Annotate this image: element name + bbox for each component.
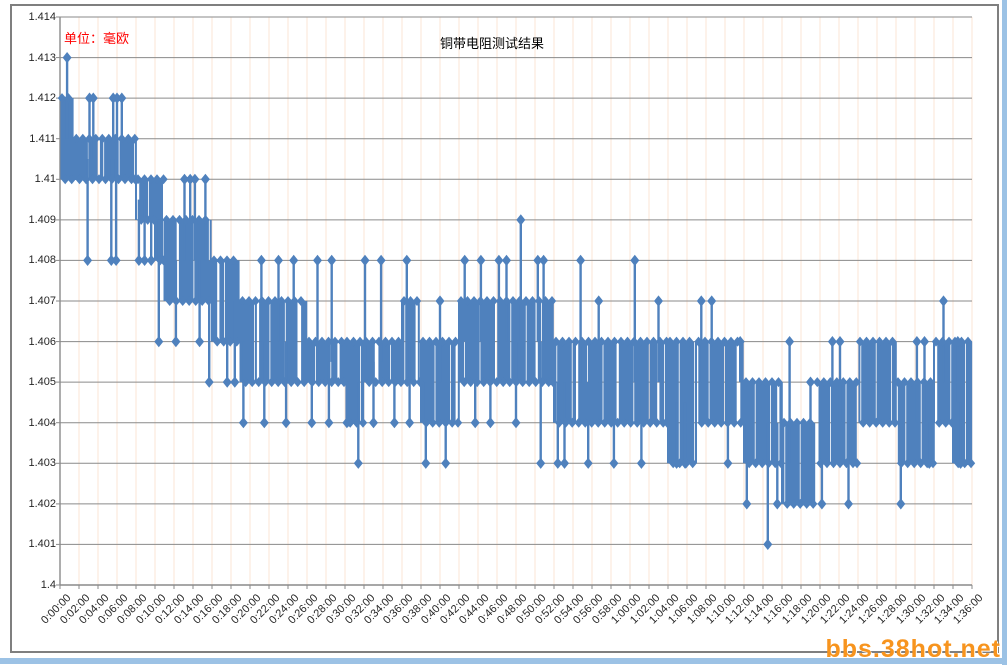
y-axis-tick-label: 1.4 <box>40 579 56 591</box>
y-axis-tick-label: 1.405 <box>28 376 56 389</box>
y-axis-tick-label: 1.402 <box>28 497 56 510</box>
y-axis-tick-label: 1.41 <box>34 173 56 186</box>
y-axis-tick-label: 1.408 <box>28 254 56 267</box>
y-axis-tick-label: 1.401 <box>28 538 56 551</box>
unit-label: 单位：毫欧 <box>64 31 130 46</box>
chart-title: 铜带电阻测试结果 <box>439 36 545 51</box>
y-axis-tick-label: 1.407 <box>28 295 56 307</box>
y-axis-tick-label: 1.411 <box>29 132 56 145</box>
y-axis-tick-label: 1.403 <box>28 457 56 470</box>
y-axis-tick-label: 1.404 <box>28 416 56 429</box>
y-axis-tick-label: 1.412 <box>28 92 56 105</box>
y-axis-tick-label: 1.409 <box>28 213 56 226</box>
y-axis-tick-label: 1.413 <box>28 51 56 64</box>
y-axis-tick-label: 1.414 <box>28 11 56 23</box>
bottom-strip <box>0 658 1007 664</box>
y-axis-tick-label: 1.406 <box>28 335 56 348</box>
right-strip <box>1002 0 1007 665</box>
